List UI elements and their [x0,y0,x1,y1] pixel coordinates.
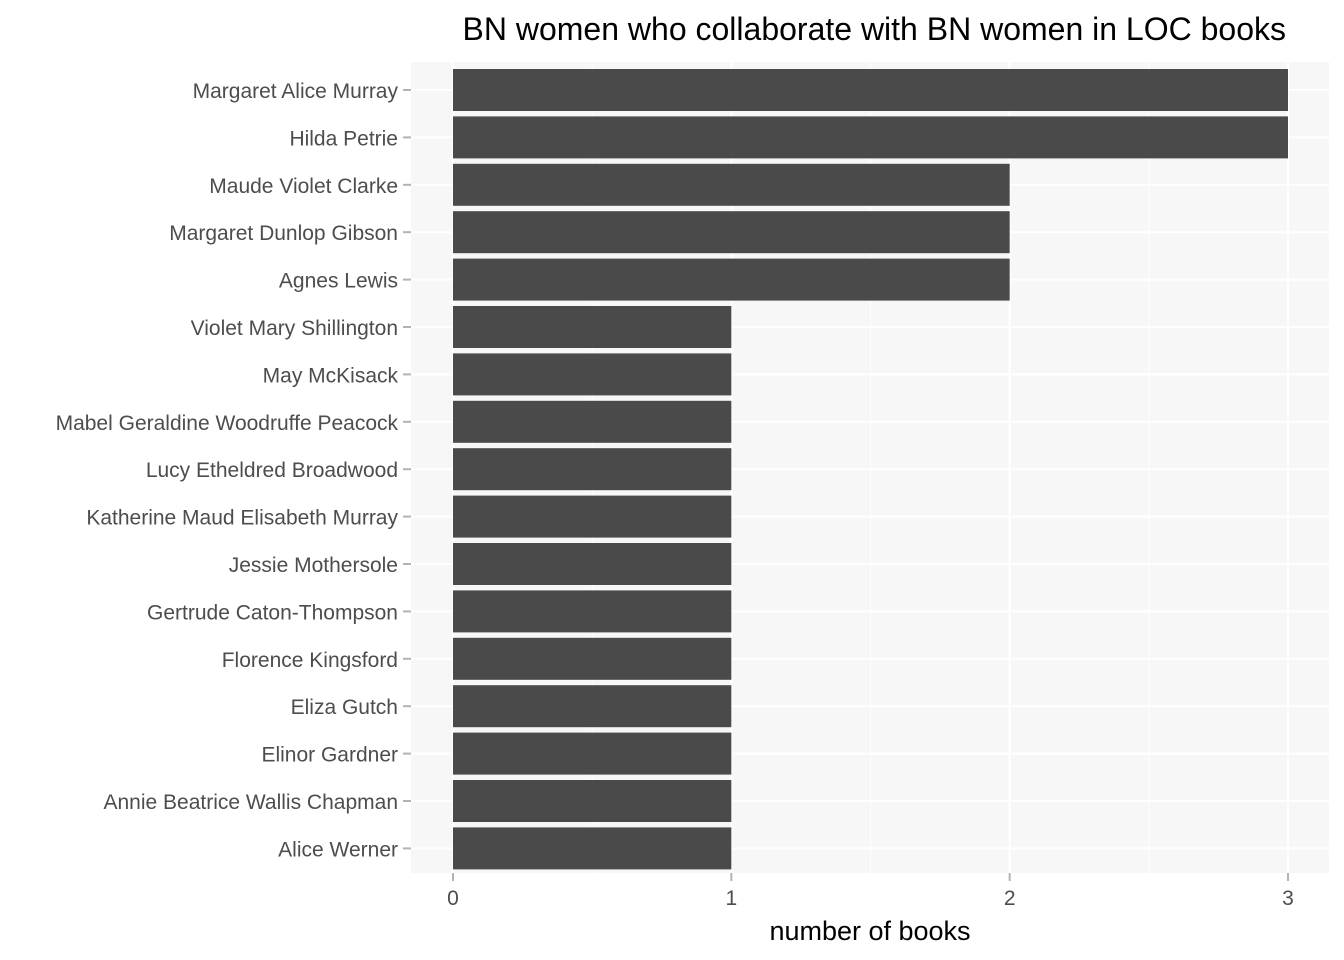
x-axis: 0 1 2 3 [447,873,1294,910]
bar [453,116,1288,159]
chart-title: BN women who collaborate with BN women i… [463,11,1286,47]
x-tick-label: 0 [447,887,459,910]
bar [453,258,1010,301]
y-tick-label: Lucy Etheldred Broadwood [146,459,398,482]
bar [453,732,732,775]
bar [453,543,732,585]
y-tick-label: Eliza Gutch [291,696,398,719]
bar [453,780,732,822]
bar [453,637,732,680]
y-tick-label: Gertrude Caton-Thompson [147,601,398,624]
bar [453,590,732,633]
bar [453,495,732,538]
y-tick-label: Elinor Gardner [261,744,398,767]
bars [453,69,1288,870]
x-tick-label: 2 [1004,887,1016,910]
bar [453,211,1010,254]
y-tick-label: Jessie Mothersole [229,554,398,577]
y-tick-label: Katherine Maud Elisabeth Murray [86,507,398,530]
bar [453,163,1010,206]
bar [453,69,1288,111]
bar [453,400,732,443]
bar [453,827,732,870]
y-tick-label: Violet Mary Shillington [191,317,398,340]
y-tick-label: Agnes Lewis [279,270,398,293]
bar [453,353,732,396]
y-tick-label: Annie Beatrice Wallis Chapman [103,791,398,814]
y-tick-label: Maude Violet Clarke [209,175,398,198]
x-axis-label: number of books [769,916,970,946]
y-tick-label: Margaret Alice Murray [193,80,399,103]
bar [453,448,732,491]
y-tick-label: May McKisack [263,364,399,387]
x-tick-label: 1 [725,887,737,910]
y-axis: Margaret Alice Murray Hilda Petrie Maude V… [56,80,411,861]
y-tick-label: Florence Kingsford [222,649,398,672]
y-tick-label: Hilda Petrie [289,127,398,150]
bar [453,306,732,348]
x-tick-label: 3 [1282,887,1294,910]
bar [453,685,732,728]
y-tick-label: Alice Werner [278,838,398,861]
y-tick-label: Margaret Dunlop Gibson [169,222,398,245]
y-tick-label: Mabel Geraldine Woodruffe Peacock [56,412,399,435]
